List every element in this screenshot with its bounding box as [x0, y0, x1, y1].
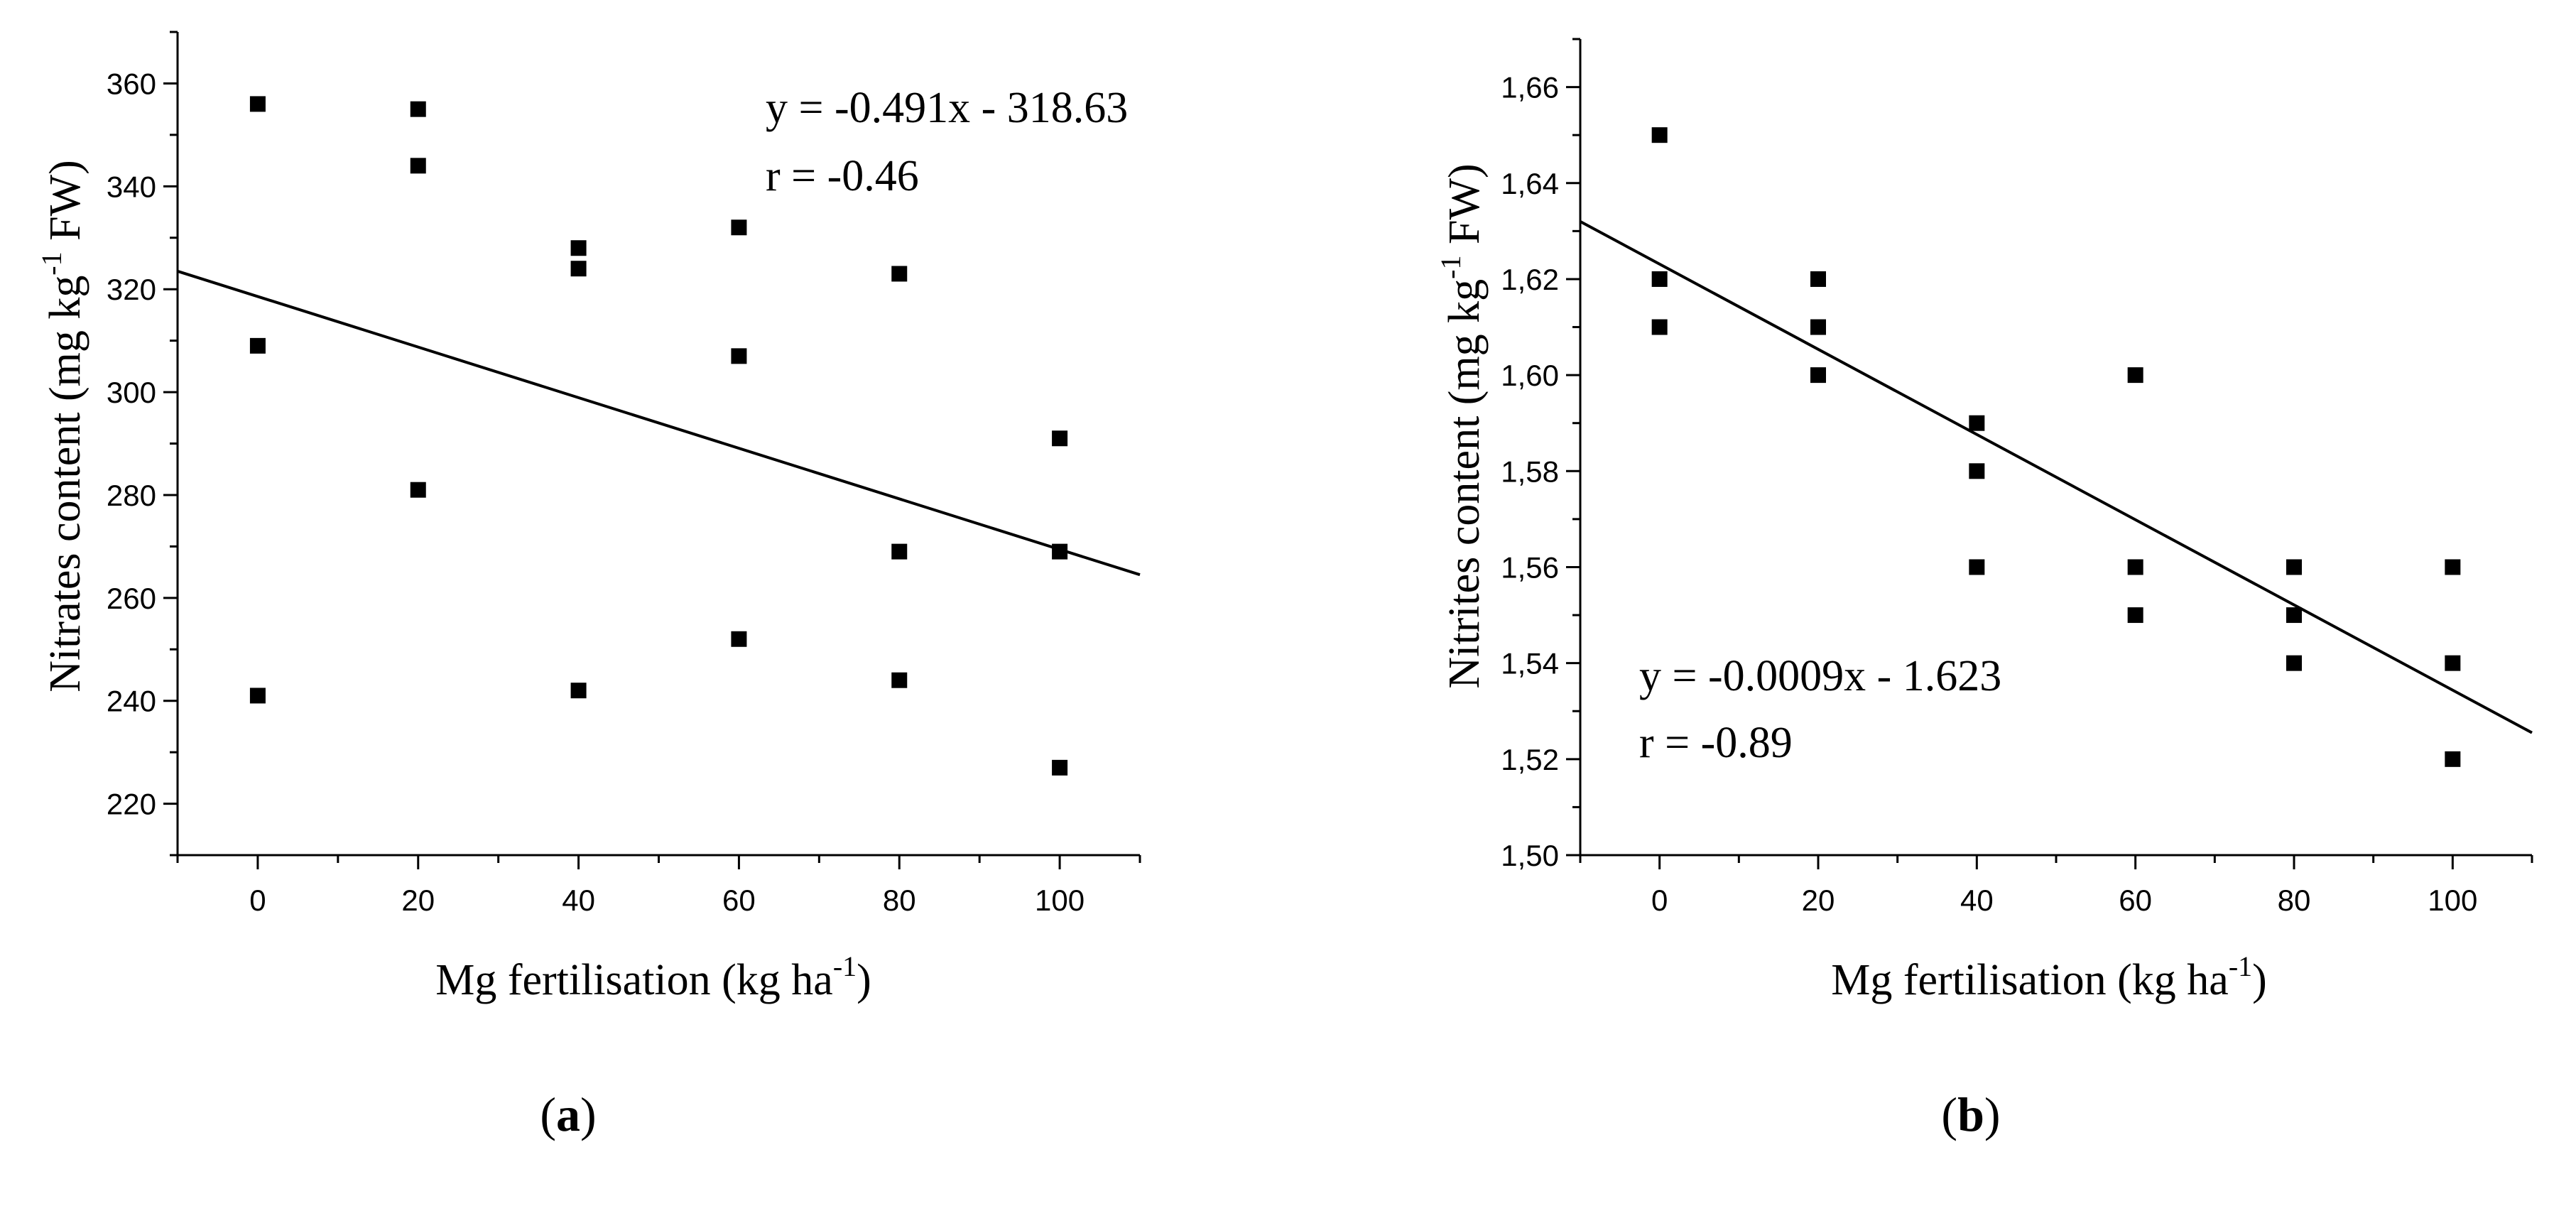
panel-a-x-axis-title-end: )	[857, 956, 871, 1004]
panel-a-x-axis-title-sup: -1	[833, 950, 857, 982]
panel-b-data-point	[1651, 127, 1668, 143]
panel-b-y-tick-label: 1,66	[1501, 71, 1559, 104]
panel-b-data-point	[2127, 367, 2143, 384]
panel-a-plot-layer: 0 20 40 60 80 100 220 240 260 280 300 320 340 360	[107, 31, 1141, 917]
panel-a-data-point	[1052, 543, 1068, 560]
panel-b-data-point	[1810, 271, 1826, 287]
panel-b-x-tick-label: 40	[1960, 884, 1994, 917]
panel-a-data-point	[249, 688, 266, 704]
panel-b-y-tick-label: 1,56	[1501, 550, 1559, 584]
panel-a-y-tick-label: 220	[107, 788, 156, 821]
panel-b-data-point	[2127, 559, 2143, 575]
panel-a-r-value: r = -0.46	[766, 152, 919, 200]
panel-b-y-axis-title-sup: -1	[1435, 255, 1467, 278]
panel-a-y-axis-title-main: Nitrates content (mg kg	[41, 276, 89, 692]
panel-a-data-point	[410, 482, 426, 498]
panel-a-data-point	[1052, 759, 1068, 776]
panel-b-y-tick-label: 1,58	[1501, 455, 1559, 488]
panel-a-data-point	[731, 631, 747, 647]
panel-a-data-point	[410, 158, 426, 174]
panel-a-data-point	[249, 337, 266, 354]
panel-b-data-point	[1810, 367, 1826, 384]
panel-a-data-point	[570, 683, 587, 699]
panel-b-y-tick-label: 1,52	[1501, 743, 1559, 776]
panel-b-y-tick-label: 1,62	[1501, 263, 1559, 296]
panel-b-data-point	[2445, 559, 2461, 575]
panel-a-x-tick-label: 100	[1035, 884, 1085, 917]
panel-b-y-tick-label: 1,64	[1501, 167, 1559, 200]
panel-a-x-axis-title: Mg fertilisation (kg ha-1)	[435, 950, 871, 1004]
panel-a-y-tick-label: 240	[107, 685, 156, 718]
panel-b-data-point	[2286, 655, 2302, 671]
panel-b-x-axis-title: Mg fertilisation (kg ha-1)	[1831, 950, 2267, 1004]
panel-b-data-point	[1969, 559, 1985, 575]
panel-b-x-tick-label: 80	[2278, 884, 2311, 917]
panel-b-x-tick-label: 20	[1802, 884, 1835, 917]
panel-b-equation: y = -0.0009x - 1.623	[1639, 652, 2001, 700]
panel-b-label: (b)	[1941, 1087, 2000, 1141]
panel-a-x-tick-label: 0	[249, 884, 266, 917]
panel-a-x-tick-label: 40	[562, 884, 595, 917]
panel-a-x-axis-title-main: Mg fertilisation (kg ha	[435, 956, 833, 1004]
panel-a-y-tick-label: 300	[107, 376, 156, 409]
panel-b-chart: 0 20 40 60 80 100 1,50 1,52 1,54 1,56 1,58 1,60 1,62…	[1435, 38, 2533, 1141]
panel-b-y-tick-label: 1,54	[1501, 647, 1559, 680]
panel-a-y-tick-label: 260	[107, 582, 156, 615]
panel-b-x-axis-title-end: )	[2252, 956, 2267, 1004]
panel-b-data-point	[1651, 271, 1668, 287]
panel-b-x-tick-label: 0	[1651, 884, 1668, 917]
panel-a-data-point	[891, 672, 908, 688]
panel-b-data-point	[1969, 463, 1985, 479]
panel-b-label-letter: b	[1957, 1087, 1984, 1141]
panel-a-y-tick-label: 280	[107, 479, 156, 512]
panel-a-y-axis-title-end: FW)	[41, 160, 89, 251]
panel-b-y-axis-title: Nitrites content (mg kg-1 FW)	[1435, 163, 1489, 688]
panel-a-y-axis-title-sup: -1	[36, 251, 67, 275]
panel-a-x-tick-label: 20	[401, 884, 435, 917]
panel-a-data-point	[570, 261, 587, 277]
panel-a-label: (a)	[540, 1087, 596, 1141]
panel-b-data-point	[1651, 319, 1668, 335]
panel-b-data-point	[2445, 751, 2461, 767]
panel-a-chart: 0 20 40 60 80 100 220 240 260 280 300 320 340 360 y =…	[36, 31, 1141, 1141]
panel-a-equation: y = -0.491x - 318.63	[766, 84, 1128, 132]
panel-b-data-point	[2286, 559, 2302, 575]
panel-b-y-axis-title-main: Nitrites content (mg kg	[1440, 279, 1489, 689]
panel-a-data-point	[1052, 430, 1068, 447]
panel-b-x-tick-label: 60	[2119, 884, 2152, 917]
panel-b-x-axis-title-main: Mg fertilisation (kg ha	[1831, 956, 2229, 1004]
panel-a-data-point	[891, 266, 908, 282]
panel-a-y-tick-label: 340	[107, 170, 156, 203]
panel-a-y-tick-label: 320	[107, 273, 156, 306]
panel-b-y-axis-title-end: FW)	[1440, 163, 1489, 255]
panel-a-x-tick-label: 80	[883, 884, 916, 917]
panel-a-data-point	[249, 96, 266, 112]
panel-a-regression-line	[177, 269, 1141, 577]
panel-b-data-point	[1810, 319, 1826, 335]
panel-b-data-point	[2127, 607, 2143, 624]
panel-a-y-axis-title: Nitrates content (mg kg-1 FW)	[36, 160, 89, 692]
panel-a-data-point	[410, 101, 426, 117]
panel-a-label-letter: a	[556, 1087, 580, 1141]
panel-b-plot-layer: 0 20 40 60 80 100 1,50 1,52 1,54 1,56 1,58 1,60 1,62…	[1501, 38, 2533, 917]
panel-a-data-point	[731, 219, 747, 236]
panel-b-data-point	[2445, 655, 2461, 671]
panel-b-regression-line	[1580, 220, 2533, 734]
panel-b-data-point	[1969, 415, 1985, 431]
panel-b-data-point	[2286, 607, 2302, 624]
panel-b-y-tick-label: 1,50	[1501, 839, 1559, 872]
panel-a-y-tick-label: 360	[107, 67, 156, 100]
panel-b-x-axis-title-sup: -1	[2229, 950, 2252, 982]
panel-a-data-point	[731, 348, 747, 364]
panel-b-x-tick-label: 100	[2428, 884, 2477, 917]
panel-a-x-tick-label: 60	[722, 884, 756, 917]
panel-a-data-point	[570, 240, 587, 256]
panel-b-r-value: r = -0.89	[1639, 719, 1793, 767]
panel-a-data-point	[891, 543, 908, 560]
panel-b-y-tick-label: 1,60	[1501, 359, 1559, 392]
